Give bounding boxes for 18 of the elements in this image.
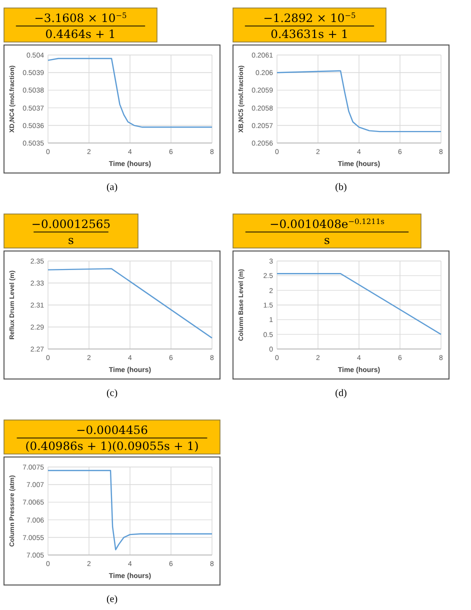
text: (b) xyxy=(335,182,347,193)
chart-subtitle: s xyxy=(68,233,74,247)
chart-subtitle: (0.40986s + 1)(0.09055s + 1) xyxy=(25,439,199,453)
chart-title: −0.00012565 xyxy=(31,217,111,231)
chart-title: −0.0004456 xyxy=(76,423,148,437)
line-series xyxy=(276,70,442,132)
text: (e) xyxy=(106,594,118,605)
line-series xyxy=(47,58,213,128)
text: (a) xyxy=(106,182,118,193)
line-series xyxy=(47,470,213,550)
chart-title: −0.0010408e$^{−0.1211s}$ xyxy=(270,216,385,231)
chart-title: −1.2892 × 10$^{−5}$ xyxy=(263,10,356,25)
chart-subtitle: 0.43631s + 1 xyxy=(270,27,348,41)
text: (d) xyxy=(335,388,347,399)
chart-subtitle: 0.4464s + 1 xyxy=(45,27,116,41)
chart-title: −3.1608 × 10$^{−5}$ xyxy=(34,10,127,25)
text: (c) xyxy=(106,388,118,399)
chart-subtitle: s xyxy=(324,233,330,247)
